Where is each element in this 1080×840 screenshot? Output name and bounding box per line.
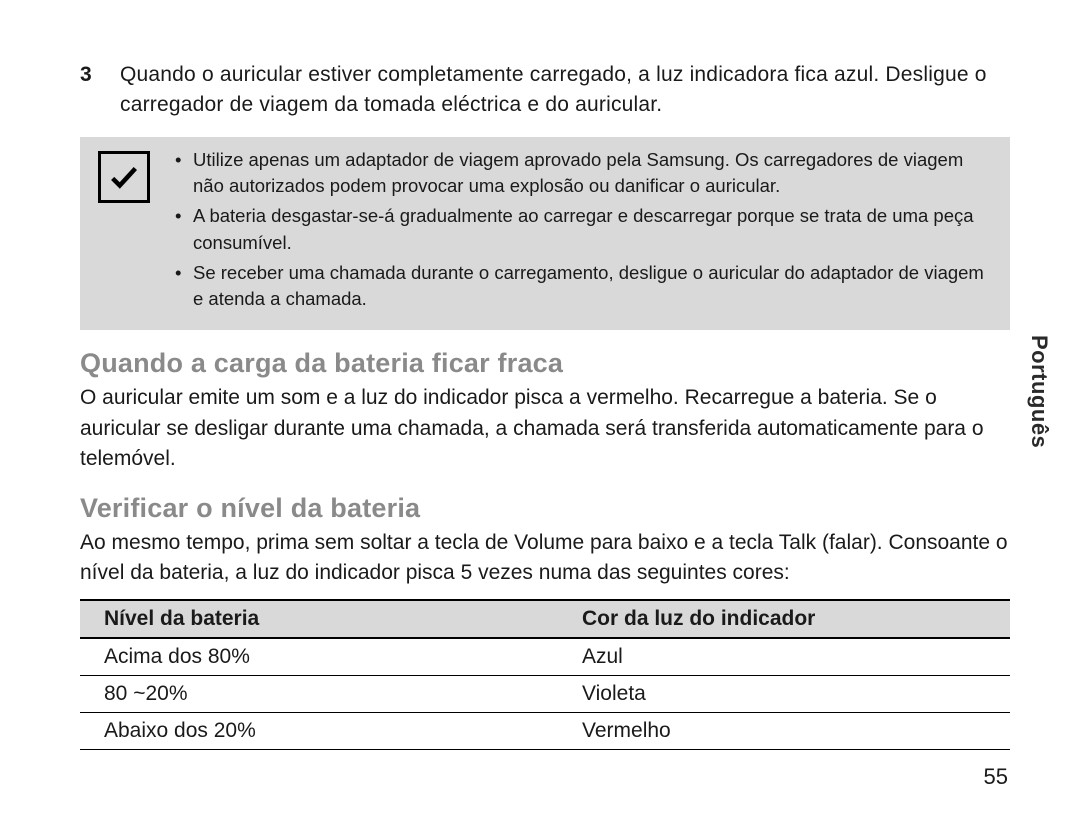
note-list: • Utilize apenas um adaptador de viagem … xyxy=(175,147,992,317)
section-heading-low-battery: Quando a carga da bateria ficar fraca xyxy=(80,348,1010,379)
numbered-step: 3 Quando o auricular estiver completamen… xyxy=(80,60,1010,121)
table-header-row: Nível da bateria Cor da luz do indicador xyxy=(80,600,1010,638)
page-number: 55 xyxy=(80,764,1010,790)
manual-page: 3 Quando o auricular estiver completamen… xyxy=(0,0,1080,840)
note-item: • A bateria desgastar-se-á gradualmente … xyxy=(175,203,992,256)
step-text: Quando o auricular estiver completamente… xyxy=(120,60,1010,121)
table-row: Abaixo dos 20% Vermelho xyxy=(80,712,1010,749)
table-cell: Acima dos 80% xyxy=(80,638,452,676)
note-text: A bateria desgastar-se-á gradualmente ao… xyxy=(193,203,992,256)
section-body: O auricular emite um som e a luz do indi… xyxy=(80,383,1010,474)
table-row: Acima dos 80% Azul xyxy=(80,638,1010,676)
table-cell: Violeta xyxy=(452,675,1010,712)
table-cell: 80 ~20% xyxy=(80,675,452,712)
note-item: • Se receber uma chamada durante o carre… xyxy=(175,260,992,313)
table-header: Nível da bateria xyxy=(80,600,452,638)
step-number: 3 xyxy=(80,60,102,121)
bullet-icon: • xyxy=(175,260,181,313)
battery-level-table: Nível da bateria Cor da luz do indicador… xyxy=(80,599,1010,750)
note-item: • Utilize apenas um adaptador de viagem … xyxy=(175,147,992,200)
table-cell: Vermelho xyxy=(452,712,1010,749)
table-row: 80 ~20% Violeta xyxy=(80,675,1010,712)
section-body: Ao mesmo tempo, prima sem soltar a tecla… xyxy=(80,528,1010,589)
language-tab: Português xyxy=(1026,335,1052,448)
note-text: Se receber uma chamada durante o carrega… xyxy=(193,260,992,313)
table-cell: Azul xyxy=(452,638,1010,676)
note-text: Utilize apenas um adaptador de viagem ap… xyxy=(193,147,992,200)
table-cell: Abaixo dos 20% xyxy=(80,712,452,749)
section-heading-check-battery: Verificar o nível da bateria xyxy=(80,493,1010,524)
table-header: Cor da luz do indicador xyxy=(452,600,1010,638)
bullet-icon: • xyxy=(175,203,181,256)
bullet-icon: • xyxy=(175,147,181,200)
checkmark-icon xyxy=(98,151,150,203)
note-box: • Utilize apenas um adaptador de viagem … xyxy=(80,137,1010,331)
